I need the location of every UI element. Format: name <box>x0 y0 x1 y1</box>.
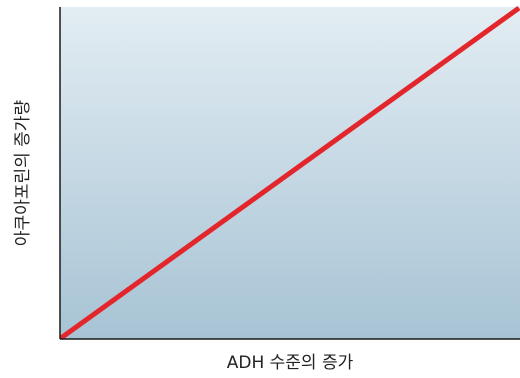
y-axis-title: 아쿠아포린의 증가량 <box>13 100 33 247</box>
x-axis-title: ADH 수준의 증가 <box>227 353 354 373</box>
series-layer <box>59 5 520 341</box>
series-line-0 <box>59 5 520 341</box>
